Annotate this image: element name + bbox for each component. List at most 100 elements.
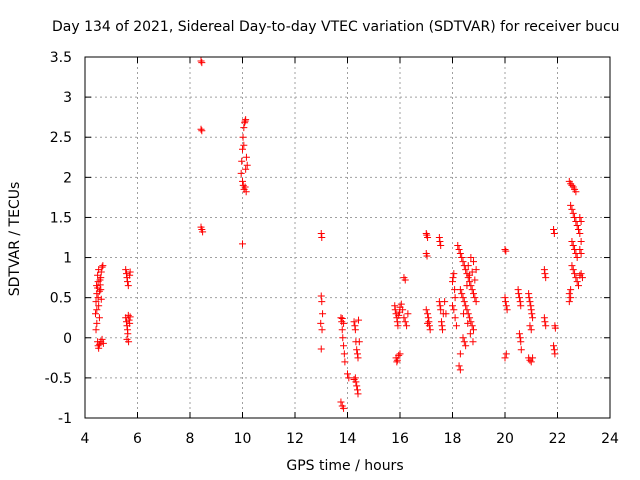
data-point xyxy=(567,294,575,302)
data-point xyxy=(449,302,456,310)
x-axis-label: GPS time / hours xyxy=(286,458,403,474)
data-point xyxy=(472,266,480,274)
data-point xyxy=(515,290,523,298)
data-point xyxy=(355,316,363,324)
data-point xyxy=(540,266,548,274)
data-point xyxy=(468,268,476,276)
data-point xyxy=(540,314,548,322)
data-point xyxy=(450,306,458,314)
data-point xyxy=(393,356,401,364)
data-point xyxy=(436,302,444,310)
data-point xyxy=(426,326,434,334)
data-points xyxy=(92,57,586,412)
data-point xyxy=(391,306,399,314)
data-point xyxy=(460,338,468,346)
data-point xyxy=(353,350,361,358)
data-point xyxy=(351,322,359,330)
data-point xyxy=(242,153,250,161)
y-tick-label: 1 xyxy=(63,251,72,267)
data-point xyxy=(517,346,525,354)
data-point xyxy=(502,350,510,358)
data-point xyxy=(503,306,511,314)
data-point xyxy=(501,294,509,302)
data-point xyxy=(460,298,468,306)
data-point xyxy=(197,57,205,65)
data-point xyxy=(93,282,101,290)
x-tick-label: 12 xyxy=(286,431,304,447)
data-point xyxy=(126,313,134,321)
data-point xyxy=(401,318,409,326)
data-point xyxy=(197,125,205,133)
data-point xyxy=(541,318,549,326)
data-point xyxy=(318,298,326,306)
data-point xyxy=(317,345,325,353)
data-point xyxy=(95,287,103,295)
data-point xyxy=(126,319,134,327)
data-point xyxy=(568,262,576,270)
data-point xyxy=(93,319,101,327)
data-point xyxy=(424,319,432,327)
data-point xyxy=(317,229,325,237)
data-point xyxy=(573,221,581,229)
data-point xyxy=(94,271,102,279)
data-point xyxy=(470,290,477,298)
data-point xyxy=(93,306,101,314)
data-point xyxy=(441,298,449,306)
data-point xyxy=(456,286,464,294)
data-point xyxy=(527,358,535,366)
data-point xyxy=(459,258,467,266)
data-point xyxy=(471,276,479,284)
data-point xyxy=(528,310,536,318)
data-point xyxy=(241,119,249,127)
y-tick-label: 3 xyxy=(63,90,72,106)
data-point xyxy=(340,342,348,350)
data-point xyxy=(340,404,348,412)
data-point xyxy=(550,346,558,354)
y-tick-label: -1 xyxy=(58,411,72,427)
data-point xyxy=(98,335,106,343)
x-tick-label: 6 xyxy=(133,431,142,447)
data-point xyxy=(423,252,431,260)
data-point xyxy=(96,276,104,284)
data-point xyxy=(470,326,477,334)
data-point xyxy=(395,351,403,359)
data-point xyxy=(515,330,523,338)
data-point xyxy=(242,165,250,173)
data-point xyxy=(451,294,459,302)
x-tick-label: 24 xyxy=(601,431,619,447)
grid-lines xyxy=(85,57,610,418)
data-point xyxy=(460,310,468,318)
data-point xyxy=(122,270,130,278)
data-point xyxy=(435,234,443,241)
data-point xyxy=(551,350,559,358)
data-point xyxy=(442,310,450,318)
data-point xyxy=(338,318,346,326)
data-point xyxy=(463,306,471,314)
data-point xyxy=(568,205,576,213)
data-point xyxy=(437,306,445,314)
data-point xyxy=(425,318,433,326)
data-point xyxy=(95,314,103,322)
data-point xyxy=(455,362,463,370)
data-point xyxy=(95,266,103,274)
data-point xyxy=(516,298,524,306)
data-point xyxy=(529,314,537,322)
data-point xyxy=(95,344,103,352)
data-point xyxy=(454,242,462,250)
data-point xyxy=(567,201,575,209)
data-point xyxy=(394,322,402,330)
data-point xyxy=(126,268,134,276)
data-point xyxy=(97,286,105,294)
data-point xyxy=(422,229,430,237)
axis-ticks xyxy=(84,56,611,419)
data-point xyxy=(240,124,248,132)
data-point xyxy=(449,278,456,286)
data-point xyxy=(399,306,407,314)
data-point xyxy=(456,250,464,258)
data-point xyxy=(397,300,405,308)
data-point xyxy=(577,238,585,246)
data-point xyxy=(340,350,348,358)
data-point xyxy=(515,294,523,302)
data-point xyxy=(242,116,250,124)
data-point xyxy=(517,302,525,310)
